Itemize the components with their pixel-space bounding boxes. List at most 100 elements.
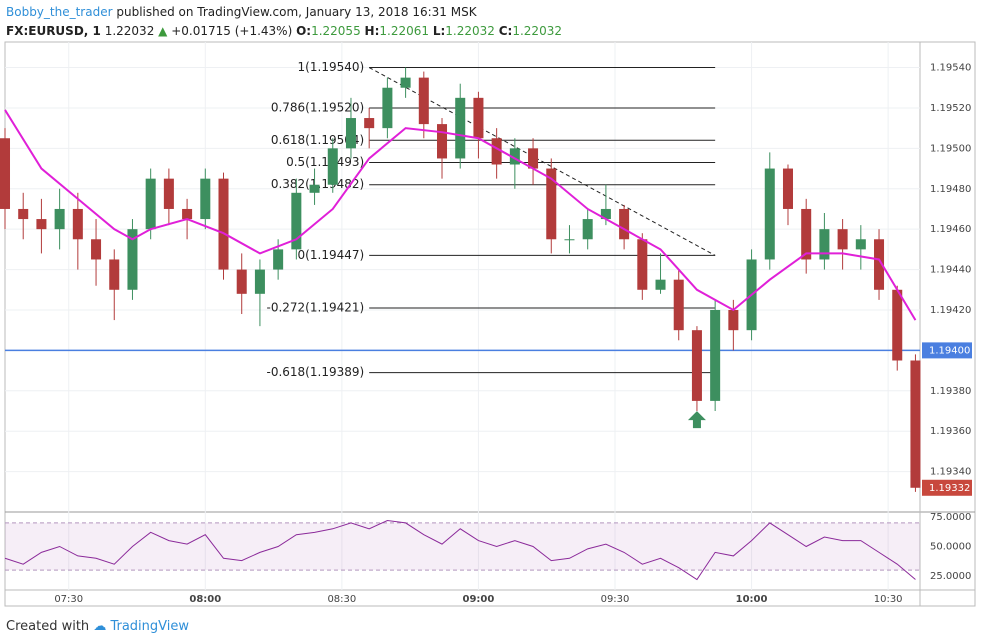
candle-body [36, 219, 47, 230]
header: Bobby_the_trader published on TradingVie… [6, 5, 562, 38]
candle-body [163, 178, 174, 209]
brand: TradingView [110, 619, 189, 634]
candle-body [837, 229, 848, 250]
y-tick-label: 1.19380 [930, 386, 971, 397]
rsi-tick-label: 25.0000 [930, 571, 971, 582]
x-tick-label: 08:30 [327, 594, 356, 605]
h-label: H: [364, 24, 380, 38]
h: 1.22061 [379, 24, 429, 38]
last-price-tag [922, 479, 972, 496]
candle-body [218, 178, 229, 270]
hline-tag-label: 1.19400 [929, 345, 970, 356]
candle-body [546, 168, 557, 240]
candle-body [673, 279, 684, 331]
candle-body [345, 118, 356, 149]
candle-body [400, 77, 411, 88]
y-tick-label: 1.19540 [930, 63, 971, 74]
o: 1.22055 [311, 24, 361, 38]
candle-body [910, 360, 921, 488]
x-tick-label: 10:30 [874, 594, 903, 605]
change: +0.01715 (+1.43%) [171, 24, 293, 38]
candle-body [582, 219, 593, 240]
fib-label: -0.272(1.19421) [267, 300, 365, 314]
symbol: FX:EURUSD, 1 [6, 24, 101, 38]
c-label: C: [498, 24, 513, 38]
candle-body [254, 269, 265, 294]
candle-body [710, 309, 721, 401]
x-tick-label: 09:00 [463, 594, 495, 605]
candle-body [491, 138, 502, 165]
fib-label: 1(1.19540) [298, 60, 365, 74]
candle-body [509, 148, 520, 165]
o-label: O: [296, 24, 312, 38]
y-tick-label: 1.19360 [930, 426, 971, 437]
y-tick-label: 1.19500 [930, 143, 971, 154]
fib-label: 0.786(1.19520) [271, 100, 364, 114]
buy-arrow [687, 411, 706, 429]
candle-body [236, 269, 247, 294]
author: Bobby_the_trader [6, 5, 113, 19]
candle-body [855, 239, 866, 250]
candle-body [327, 148, 338, 185]
rsi-line [4, 520, 916, 581]
fib-label: 0.382(1.19482) [271, 177, 364, 191]
candle-body [455, 97, 466, 159]
candle-body [18, 208, 29, 220]
candle-body [418, 77, 429, 125]
candle-body [382, 87, 393, 129]
candle-body [691, 330, 702, 401]
x-tick-label: 10:00 [736, 594, 768, 605]
candle-body [309, 184, 320, 193]
candle-body [200, 178, 211, 220]
candle-body [874, 239, 885, 290]
rsi-tick-label: 50.0000 [930, 541, 971, 552]
x-tick-label: 08:00 [189, 594, 221, 605]
moving-average [4, 109, 917, 321]
candle-body [54, 208, 65, 230]
x-tick-label: 09:30 [601, 594, 630, 605]
rsi-tick-label: 75.0000 [930, 512, 971, 523]
y-tick-label: 1.19340 [930, 467, 971, 478]
candle-body [782, 168, 793, 209]
candle-body [819, 229, 830, 260]
y-tick-label: 1.19520 [930, 103, 971, 114]
candle-body [127, 229, 138, 290]
candle-body [473, 97, 484, 139]
candle-body [437, 124, 448, 159]
fib-label: 0(1.19447) [298, 248, 365, 262]
created: Created with [6, 619, 90, 634]
x-tick-label: 07:30 [54, 594, 83, 605]
y-tick-label: 1.19420 [930, 305, 971, 316]
candle-body [0, 138, 11, 209]
candle-body [72, 208, 83, 240]
fib-label: 0.618(1.19504) [271, 133, 364, 147]
y-tick-label: 1.19460 [930, 224, 971, 235]
c: 1.22032 [512, 24, 562, 38]
candle-body [892, 289, 903, 361]
fib-label: 0.5(1.19493) [286, 155, 364, 169]
candle-body [528, 148, 539, 169]
candle-body [600, 208, 611, 220]
candle-body [364, 118, 375, 129]
hline-tag [922, 342, 972, 359]
l-label: L: [432, 24, 446, 38]
candle-body [801, 208, 812, 260]
y-tick-label: 1.19440 [930, 265, 971, 276]
candle-body [91, 239, 102, 260]
last: 1.22032 [104, 24, 155, 38]
candle-body [637, 239, 648, 290]
candle-body [291, 192, 302, 250]
frame [4, 41, 976, 607]
fib-label: -0.618(1.19389) [267, 365, 365, 379]
candle-body [273, 249, 284, 270]
last-price-label: 1.19332 [929, 483, 970, 494]
candle-body [145, 178, 156, 230]
footer: Created with ☁ TradingView [6, 619, 189, 634]
candle-body [728, 309, 739, 331]
candle-body [564, 239, 575, 241]
candle-body [655, 279, 666, 290]
y-tick-label: 1.19480 [930, 184, 971, 195]
candle-body [619, 208, 630, 240]
